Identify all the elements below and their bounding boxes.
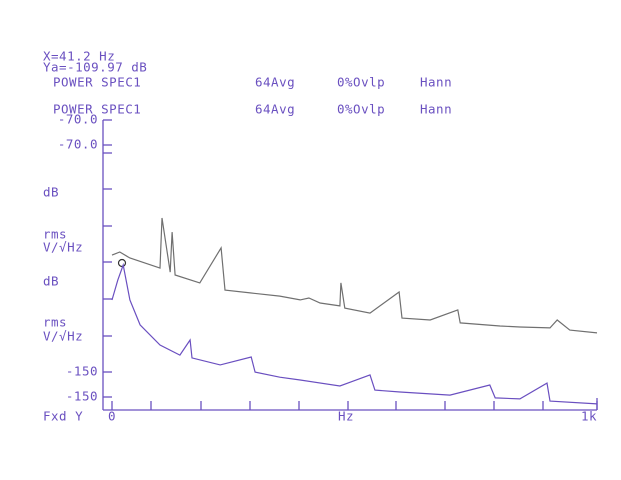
y2-tick-label: -70.0	[58, 137, 98, 152]
cursor-y: Ya=-109.97 dB	[43, 60, 147, 75]
y-unit: V/√Hz	[43, 240, 83, 255]
y-tick-label: -150	[66, 364, 98, 379]
trace-name: POWER SPEC1	[53, 75, 141, 90]
trace	[111, 262, 598, 405]
trace-window: Hann	[420, 75, 452, 90]
trace-avg: 64Avg	[255, 75, 295, 90]
trace-window: Hann	[420, 102, 452, 117]
y-mode: Fxd Y	[43, 409, 83, 424]
axis-frame	[102, 120, 598, 411]
trace-overlap: 0%Ovlp	[337, 102, 385, 117]
y-tick-label: -70.0	[58, 112, 98, 127]
y2-tick-label: -150	[66, 389, 98, 404]
trace-overlap: 0%Ovlp	[337, 75, 385, 90]
trace-name: POWER SPEC1	[53, 102, 141, 117]
y-unit: rms	[43, 227, 67, 242]
cursor-marker	[117, 258, 127, 268]
x-tick-label: 1k	[581, 409, 597, 424]
y2-unit: dB	[43, 274, 59, 289]
y2-unit: rms	[43, 315, 67, 330]
cursor-x: X=41.2 Hz	[43, 49, 115, 64]
trace	[111, 217, 598, 334]
x-label: Hz	[338, 409, 354, 424]
y2-unit: V/√Hz	[43, 329, 83, 344]
x-tick-label: 0	[108, 409, 116, 424]
y-unit: dB	[43, 185, 59, 200]
trace-avg: 64Avg	[255, 102, 295, 117]
